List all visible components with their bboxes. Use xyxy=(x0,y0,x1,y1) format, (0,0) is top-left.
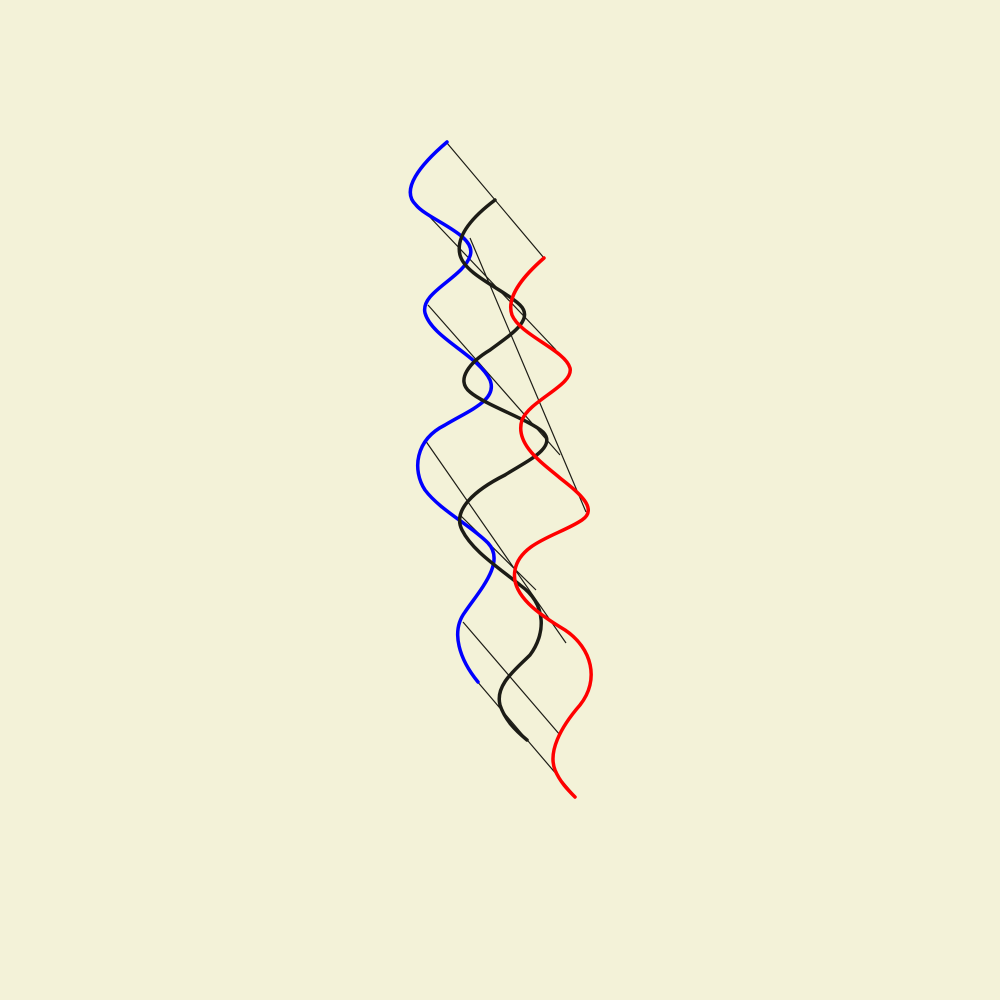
right-strand-curve xyxy=(508,256,593,799)
connector-line xyxy=(427,304,561,456)
connector-line xyxy=(425,212,557,351)
connector-line xyxy=(459,514,537,591)
left-strand-curve xyxy=(408,140,496,684)
connector-line xyxy=(462,621,561,736)
connector-lines xyxy=(424,142,587,797)
middle-strand-curve xyxy=(457,198,549,742)
connector-line xyxy=(424,439,567,644)
